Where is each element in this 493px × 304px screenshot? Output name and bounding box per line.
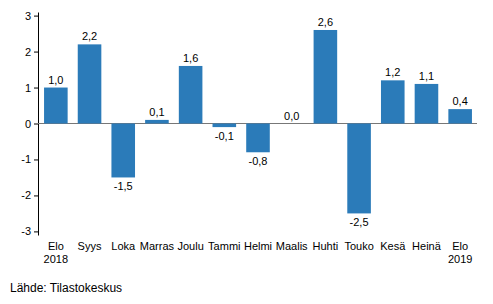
bar (44, 88, 68, 124)
x-tick: Elo2019 (448, 240, 472, 265)
y-tick-label: 2 (25, 46, 31, 58)
data-label: 2,2 (82, 30, 97, 42)
x-tick-label: Maalis (276, 240, 308, 252)
y-tick-label: 0 (25, 118, 31, 130)
x-tick-label: Kesä (380, 240, 406, 252)
y-tick-label: -2 (21, 189, 31, 201)
bar (280, 123, 304, 124)
source: Lähde: Tilastokeskus (10, 281, 122, 295)
y-tick-label: 1 (25, 82, 31, 94)
bars (44, 30, 472, 213)
data-label: -2,5 (350, 216, 369, 228)
bar (246, 124, 270, 153)
data-label: 1,1 (419, 70, 434, 82)
x-tick: Touko (344, 240, 373, 252)
y-tick: -2 (21, 189, 38, 201)
x-tick-label: Loka (111, 240, 136, 252)
y-axis: -3 -2 -1 0 1 2 3 (21, 10, 38, 238)
data-label: 1,2 (385, 66, 400, 78)
x-tick-label: Huhti (313, 240, 339, 252)
x-tick-label: Joulu (177, 240, 203, 252)
y-tick-label: -1 (21, 153, 31, 165)
y-tick-mark (34, 124, 38, 125)
y-tick-mark (34, 195, 38, 196)
x-tick-label: Tammi (208, 240, 240, 252)
x-tick: Tammi (208, 240, 240, 252)
x-tick: Syys (78, 240, 102, 252)
x-tick-label: Marras (140, 240, 175, 252)
bar (381, 80, 405, 123)
y-tick-label: 3 (25, 10, 31, 22)
y-tick: 2 (25, 46, 38, 58)
x-tick-label: Elo2018 (44, 240, 68, 265)
x-tick: Loka (111, 240, 136, 252)
x-tick: Elo2018 (44, 240, 68, 265)
bar (179, 66, 203, 124)
y-tick: -3 (21, 225, 38, 237)
y-tick: 1 (25, 82, 38, 94)
y-tick-label: -3 (21, 225, 31, 237)
x-tick: Maalis (276, 240, 308, 252)
y-tick: 0 (25, 118, 38, 130)
bar (145, 120, 169, 124)
x-tick: Marras (140, 240, 175, 252)
y-tick-mark (34, 16, 38, 17)
data-label: 0,0 (284, 110, 299, 122)
x-tick: Helmi (244, 240, 272, 252)
x-tick: Joulu (177, 240, 203, 252)
y-tick-mark (34, 159, 38, 160)
x-axis: Elo2018 Syys Loka MarrasJoulu Tammi Helmi Maal… (44, 240, 473, 265)
bar (448, 109, 472, 123)
x-tick: Huhti (313, 240, 339, 252)
x-tick: Heinä (412, 240, 442, 252)
data-label: 0,1 (149, 106, 164, 118)
y-tick-mark (34, 231, 38, 232)
bar (213, 124, 237, 128)
x-tick-label: Heinä (412, 240, 442, 252)
bar (347, 124, 371, 214)
x-tick: Kesä (380, 240, 406, 252)
data-label: 2,6 (318, 16, 333, 28)
bar (415, 84, 439, 124)
y-tick: 3 (25, 10, 38, 22)
bar (111, 124, 135, 178)
bar (314, 30, 338, 124)
data-label: 1,0 (48, 74, 63, 86)
x-tick-label: Touko (344, 240, 373, 252)
data-label: -1,5 (114, 180, 133, 192)
bar (78, 44, 102, 123)
data-label: 1,6 (183, 52, 198, 64)
x-tick-label: Elo2019 (448, 240, 472, 265)
data-label: -0,8 (249, 155, 268, 167)
data-labels: 1,0 2,2 -1,5 0,1 1,6 -0,1 -0,8 0,0 2,6 -2,5 1,2 1,1… (48, 16, 468, 228)
x-tick-label: Syys (78, 240, 102, 252)
x-tick-label: Helmi (244, 240, 272, 252)
y-tick-mark (34, 88, 38, 89)
y-tick: -1 (21, 153, 38, 165)
y-tick-mark (34, 52, 38, 53)
data-label: 0,4 (453, 95, 468, 107)
data-label: -0,1 (215, 130, 234, 142)
